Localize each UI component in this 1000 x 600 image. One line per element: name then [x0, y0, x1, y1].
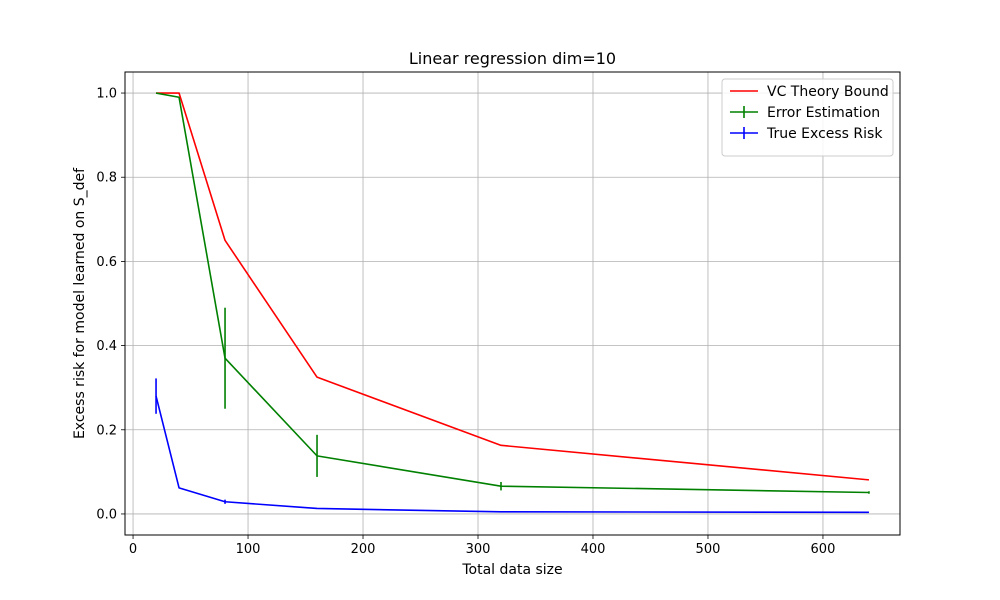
- legend-box: [721, 78, 894, 157]
- y-tick-label: 0.8: [96, 171, 117, 186]
- y-axis-label: Excess risk for model learned on S_def: [72, 167, 88, 439]
- series-line-vc-theory-bound: [156, 92, 870, 481]
- x-tick-label: 500: [696, 542, 721, 557]
- y-tick-label: 0.2: [96, 423, 117, 438]
- legend: VC Theory Bound Error Estimation True Exce…: [721, 78, 894, 157]
- x-tick-label: 100: [236, 542, 261, 557]
- legend-label-error-estimation: Error Estimation: [767, 105, 880, 121]
- x-tick-label: 0: [129, 542, 137, 557]
- x-tick-label: 300: [466, 542, 491, 557]
- chart-title: Linear regression dim=10: [409, 49, 616, 68]
- x-tick-label: 600: [811, 542, 836, 557]
- x-tick-label: 400: [581, 542, 606, 557]
- plot-area-frame: [124, 71, 901, 536]
- axis-ticks: 0 100 200 300 400 500 600 0.0 0.2 0.4 0.6 0.8 1.0: [96, 87, 835, 557]
- grid: [125, 72, 900, 535]
- y-tick-label: 0.4: [96, 339, 117, 354]
- x-axis-label: Total data size: [461, 562, 562, 578]
- legend-label-vc-theory-bound: VC Theory Bound: [767, 84, 889, 100]
- series-line-true-excess-risk: [155, 395, 869, 514]
- y-tick-label: 0.6: [96, 255, 117, 270]
- series-layer: [155, 92, 870, 514]
- series-line-error-estimation: [155, 92, 869, 494]
- legend-label-true-excess-risk: True Excess Risk: [766, 126, 883, 142]
- y-tick-label: 1.0: [96, 87, 117, 102]
- y-tick-label: 0.0: [96, 507, 117, 522]
- x-tick-label: 200: [351, 542, 376, 557]
